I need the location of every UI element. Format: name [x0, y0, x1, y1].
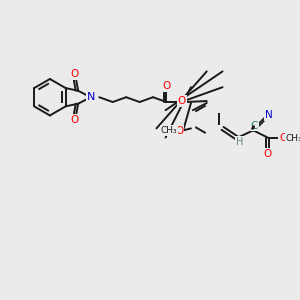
- Text: O: O: [263, 149, 272, 159]
- Text: O: O: [279, 133, 287, 143]
- Text: C: C: [250, 121, 258, 130]
- Text: CH₃: CH₃: [160, 126, 177, 135]
- Text: N: N: [265, 110, 272, 120]
- Text: N: N: [86, 92, 95, 102]
- Text: O: O: [175, 126, 184, 136]
- Text: CH₃: CH₃: [285, 134, 300, 142]
- Text: O: O: [70, 69, 79, 80]
- Text: O: O: [162, 81, 171, 91]
- Text: O: O: [70, 115, 79, 125]
- Text: H: H: [236, 137, 244, 147]
- Text: O: O: [178, 96, 186, 106]
